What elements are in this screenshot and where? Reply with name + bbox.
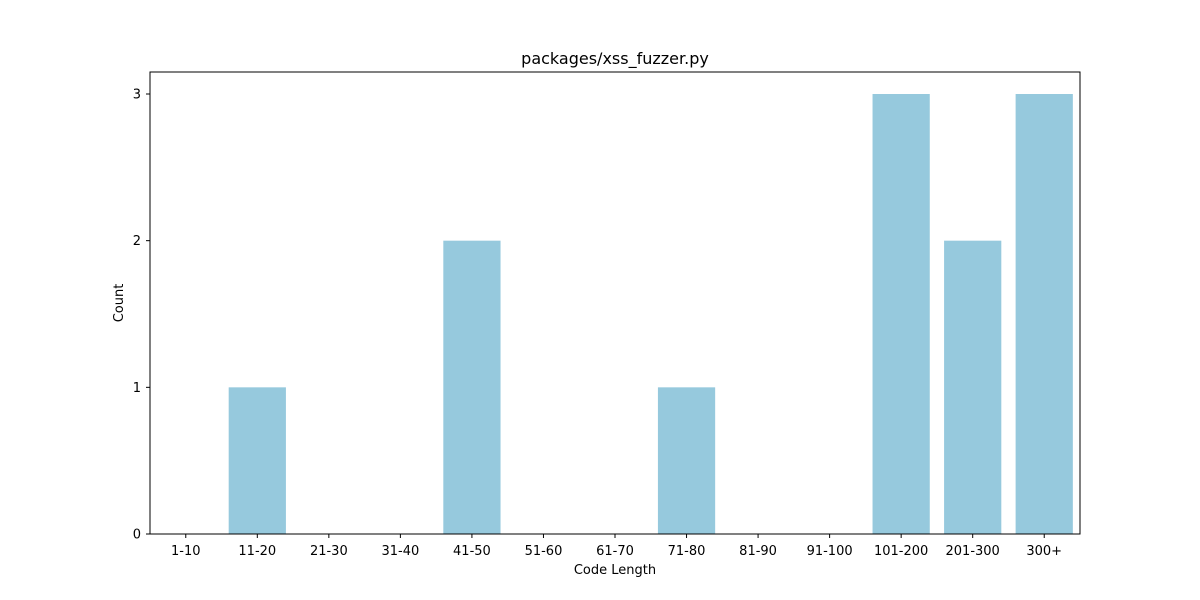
x-tick-label: 71-80 [668, 544, 706, 559]
bar-101-200 [872, 94, 930, 534]
chart-title: packages/xss_fuzzer.py [521, 49, 709, 69]
bar-71-80 [657, 387, 716, 534]
bar-201-300 [944, 240, 1002, 534]
x-tick-label: 51-60 [525, 544, 563, 559]
y-tick-label: 3 [133, 88, 141, 103]
x-tick-label: 201-300 [946, 544, 1000, 559]
x-tick-label: 81-90 [739, 544, 777, 559]
x-tick-label: 41-50 [453, 544, 491, 559]
x-tick-label: 101-200 [874, 544, 928, 559]
y-axis: 0 1 2 3 [133, 88, 150, 543]
x-axis-label: Code Length [574, 563, 656, 578]
y-tick-label: 0 [133, 528, 141, 543]
bars-layer [228, 94, 1073, 534]
x-tick-label: 1-10 [171, 544, 201, 559]
x-tick-label: 61-70 [596, 544, 634, 559]
plot-frame [149, 71, 1081, 535]
bar-41-50 [443, 240, 501, 534]
bar-300+ [1015, 94, 1073, 534]
x-tick-label: 11-20 [238, 544, 276, 559]
x-tick-label: 300+ [1026, 544, 1062, 559]
x-axis: 1-10 11-20 21-30 31-40 41-50 51-60 61-70 71-80 8… [171, 534, 1062, 559]
x-tick-label: 21-30 [310, 544, 348, 559]
x-tick-label: 91-100 [807, 544, 853, 559]
y-tick-label: 2 [133, 234, 141, 249]
bar-11-20 [228, 387, 286, 534]
y-tick-label: 1 [133, 381, 141, 396]
x-tick-label: 31-40 [381, 544, 419, 559]
y-axis-label: Count [112, 284, 127, 323]
